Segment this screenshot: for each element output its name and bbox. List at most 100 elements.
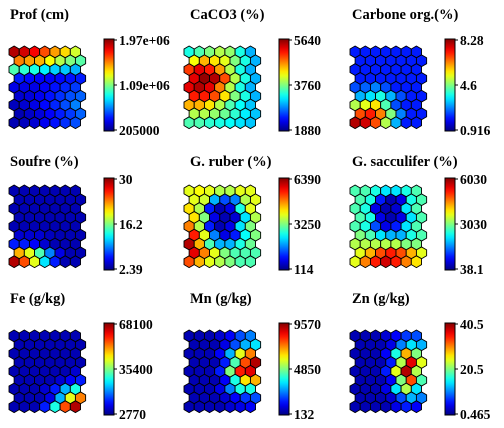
component-plane-5: G. ruber (%) 6390 3250 114 (183, 154, 321, 277)
colorbar-tick-label: 1.97e+06 (119, 33, 170, 48)
hex-cell (234, 400, 246, 414)
colorbar-tick-label: 20.5 (460, 362, 484, 377)
hex-cell (244, 400, 256, 414)
hex-cell (369, 400, 382, 414)
hex-cell (193, 400, 205, 414)
hex-cell (214, 400, 226, 414)
colorbar-tick-label: 2770 (119, 407, 146, 422)
colorbar-tick-label: 0.465 (460, 407, 491, 422)
hex-cell (28, 400, 41, 414)
colorbar-tick-label: 38.1 (460, 262, 484, 277)
colorbar-tick-label: 4850 (294, 362, 321, 377)
hex-cell (203, 400, 216, 414)
colorbar-tick-label: 2.39 (119, 262, 143, 277)
hex-cell (234, 255, 246, 269)
hex-cell (410, 400, 422, 414)
plane-title: G. sacculifer (%) (352, 154, 458, 170)
colorbar-tick-label: 6390 (294, 172, 321, 187)
hex-cell (193, 255, 205, 269)
hex-cell (59, 255, 71, 269)
hex-cell (359, 116, 371, 130)
hex-cell (49, 400, 61, 414)
colorbar-tick-label: 30 (119, 172, 133, 187)
hex-cell (183, 116, 195, 130)
hex-cell (193, 116, 205, 130)
plane-title: Carbone org.(%) (352, 7, 458, 23)
plane-title: G. ruber (%) (190, 154, 272, 170)
colorbar (278, 38, 290, 132)
hex-cell (39, 400, 51, 414)
hex-cell (359, 400, 371, 414)
hex-cell (69, 400, 81, 414)
hex-cell (224, 116, 236, 130)
component-plane-4: Soufre (%) 30 16.2 2.39 (8, 154, 143, 277)
hex-cell (369, 116, 382, 130)
hex-cell (410, 255, 422, 269)
hex-cell (28, 116, 41, 130)
colorbar-tick-label: 9570 (294, 317, 321, 332)
hex-cell (183, 255, 195, 269)
colorbar-tick-label: 1.09e+06 (119, 78, 170, 93)
plane-title: Prof (cm) (10, 7, 69, 23)
component-plane-6: G. sacculifer (%)6030 3030 38.1 (349, 154, 487, 277)
colorbar-tick-label: 5640 (294, 33, 321, 48)
hex-cell (410, 116, 422, 130)
hex-cell (349, 400, 361, 414)
hex-cell (390, 400, 402, 414)
colorbar-tick-label: 6030 (460, 172, 487, 187)
colorbar (103, 322, 115, 416)
colorbar (444, 322, 456, 416)
colorbar-tick-label: 3030 (460, 217, 487, 232)
plane-title: Fe (g/kg) (10, 291, 65, 307)
hex-cell (234, 116, 246, 130)
component-plane-9: Zn (g/kg) 40.5 20.5 0.465 (349, 291, 491, 422)
colorbar-tick-label: 68100 (119, 317, 153, 332)
hex-cell (359, 255, 371, 269)
colorbar-tick-label: 3250 (294, 217, 321, 232)
hex-cell (244, 255, 256, 269)
colorbar-tick-label: 1880 (294, 123, 321, 138)
colorbar-tick-label: 40.5 (460, 317, 484, 332)
component-plane-2: CaCO3 (%) 5640 3760 1880 (183, 7, 321, 138)
colorbar-tick-label: 0.916 (460, 123, 491, 138)
plane-title: Soufre (%) (10, 154, 79, 170)
hex-cell (28, 255, 41, 269)
component-plane-8: Mn (g/kg) 9570 4850 132 (183, 291, 321, 422)
hex-cell (69, 255, 81, 269)
colorbar-tick-label: 114 (294, 262, 314, 277)
hex-cell (400, 116, 412, 130)
colorbar-tick-label: 4.6 (460, 78, 477, 93)
hex-cell (18, 255, 30, 269)
hex-cell (18, 116, 30, 130)
hex-cell (39, 116, 51, 130)
hex-cell (49, 255, 61, 269)
hex-cell (69, 116, 81, 130)
colorbar (444, 177, 456, 271)
hex-cell (380, 255, 392, 269)
hex-cell (390, 116, 402, 130)
hex-cell (400, 255, 412, 269)
colorbar (444, 38, 456, 132)
colorbar-tick-label: 132 (294, 407, 315, 422)
plane-title: Mn (g/kg) (190, 291, 252, 307)
hex-cell (214, 116, 226, 130)
hex-cell (349, 255, 361, 269)
colorbar-tick-label: 35400 (119, 362, 153, 377)
hex-cell (39, 255, 51, 269)
hex-cell (214, 255, 226, 269)
plane-title: Zn (g/kg) (352, 291, 410, 307)
colorbar-tick-label: 16.2 (119, 217, 143, 232)
hex-cell (8, 116, 20, 130)
hex-cell (224, 400, 236, 414)
hex-cell (390, 255, 402, 269)
hex-cell (244, 116, 256, 130)
component-plane-3: Carbone org.(%)8.28 4.6 0.916 (349, 7, 491, 138)
colorbar-tick-label: 205000 (119, 123, 160, 138)
hex-cell (59, 400, 71, 414)
hex-cell (8, 255, 20, 269)
hex-cell (380, 400, 392, 414)
hex-cell (8, 400, 20, 414)
hex-cell (224, 255, 236, 269)
component-plane-1: Prof (cm) 1.97e+06 1.09e+06 205000 (8, 7, 170, 138)
